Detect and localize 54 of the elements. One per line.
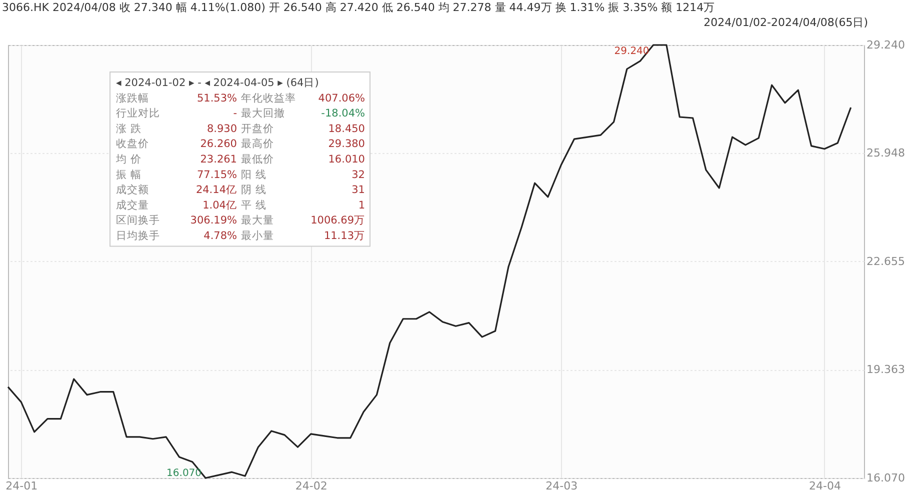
annotation: - [233, 108, 238, 120]
y-tick-label: 16.070 [866, 472, 905, 484]
line-series [7, 44, 852, 479]
annotation: 均 价 [115, 154, 142, 166]
annotation: 年化收益率 [241, 91, 296, 104]
annotation: 日均换手 [116, 229, 160, 242]
annotation: 1006.69万 [310, 214, 365, 227]
annotation: 最小量 [241, 229, 274, 242]
annotation: ◂ 2024-01-02 ▸ - ◂ 2024-04-05 ▸ (64日) [116, 77, 319, 89]
annotation: 31 [352, 184, 365, 196]
annotation: 涨 跌 [116, 122, 142, 135]
annotation: 1.04亿 [202, 199, 237, 212]
annotation: 8.930 [206, 122, 237, 135]
x-tick-label: 24-03 [546, 480, 578, 492]
annotation: 77.15% [196, 168, 238, 181]
annotation: 1 [358, 199, 365, 212]
annotation: 涨跌幅 [116, 92, 149, 104]
y-tick-label: 25.948 [866, 146, 905, 160]
annotation: 最高价 [241, 137, 274, 150]
annotation: 23.261 [200, 154, 237, 166]
x-tick-label: 24-02 [295, 480, 328, 492]
annotation: 收盘价 [116, 138, 149, 150]
annotation: 行业对比 [116, 106, 160, 120]
y-tick-label: 22.655 [866, 255, 905, 268]
annotation: 最大量 [241, 214, 274, 227]
annotation: 最大回撤 [241, 106, 285, 120]
annotation: 29.380 [328, 138, 365, 150]
annotation: 开盘价 [241, 122, 274, 135]
annotation: 26.260 [200, 138, 237, 150]
x-tick-label: 24-01 [6, 480, 38, 492]
annotation: 18.450 [328, 122, 365, 135]
annotation: 51.53% [196, 92, 238, 104]
chart-subtitle: 2024/01/02-2024/04/08(65日) [704, 16, 868, 29]
y-tick-label: 19.363 [866, 363, 905, 376]
annotation: 振 幅 [116, 168, 142, 181]
annotation: 4.78% [204, 230, 238, 242]
annotation: 16.010 [328, 154, 365, 166]
annotation: 16.070 [166, 468, 202, 479]
annotation: 407.06% [318, 92, 366, 104]
x-tick-label: 24-04 [809, 480, 841, 492]
y-tick-label: 29.240 [866, 38, 905, 52]
annotation: 阴 线 [241, 183, 266, 196]
annotation: 最低价 [241, 154, 274, 166]
annotation: 成交量 [116, 198, 149, 212]
annotation: 11.13万 [324, 230, 365, 242]
annotation: 平 线 [241, 198, 266, 212]
annotation: 32 [352, 168, 365, 181]
annotation: 24.14亿 [196, 184, 237, 196]
annotation: -18.04% [321, 108, 366, 120]
annotation: 成交额 [116, 183, 149, 196]
annotation: 阳 线 [241, 168, 266, 181]
chart-title: 3066.HK 2024/04/08 收 27.340 幅 4.11%(1.080) 开 26.540 高 27.420 低 26.540 均 27.278 量 44.49万 换 1.31% 振 3.35% 额 1214万 [2, 1, 715, 14]
annotation: 306.19% [190, 214, 238, 227]
annotation: 区间换手 [116, 214, 160, 227]
